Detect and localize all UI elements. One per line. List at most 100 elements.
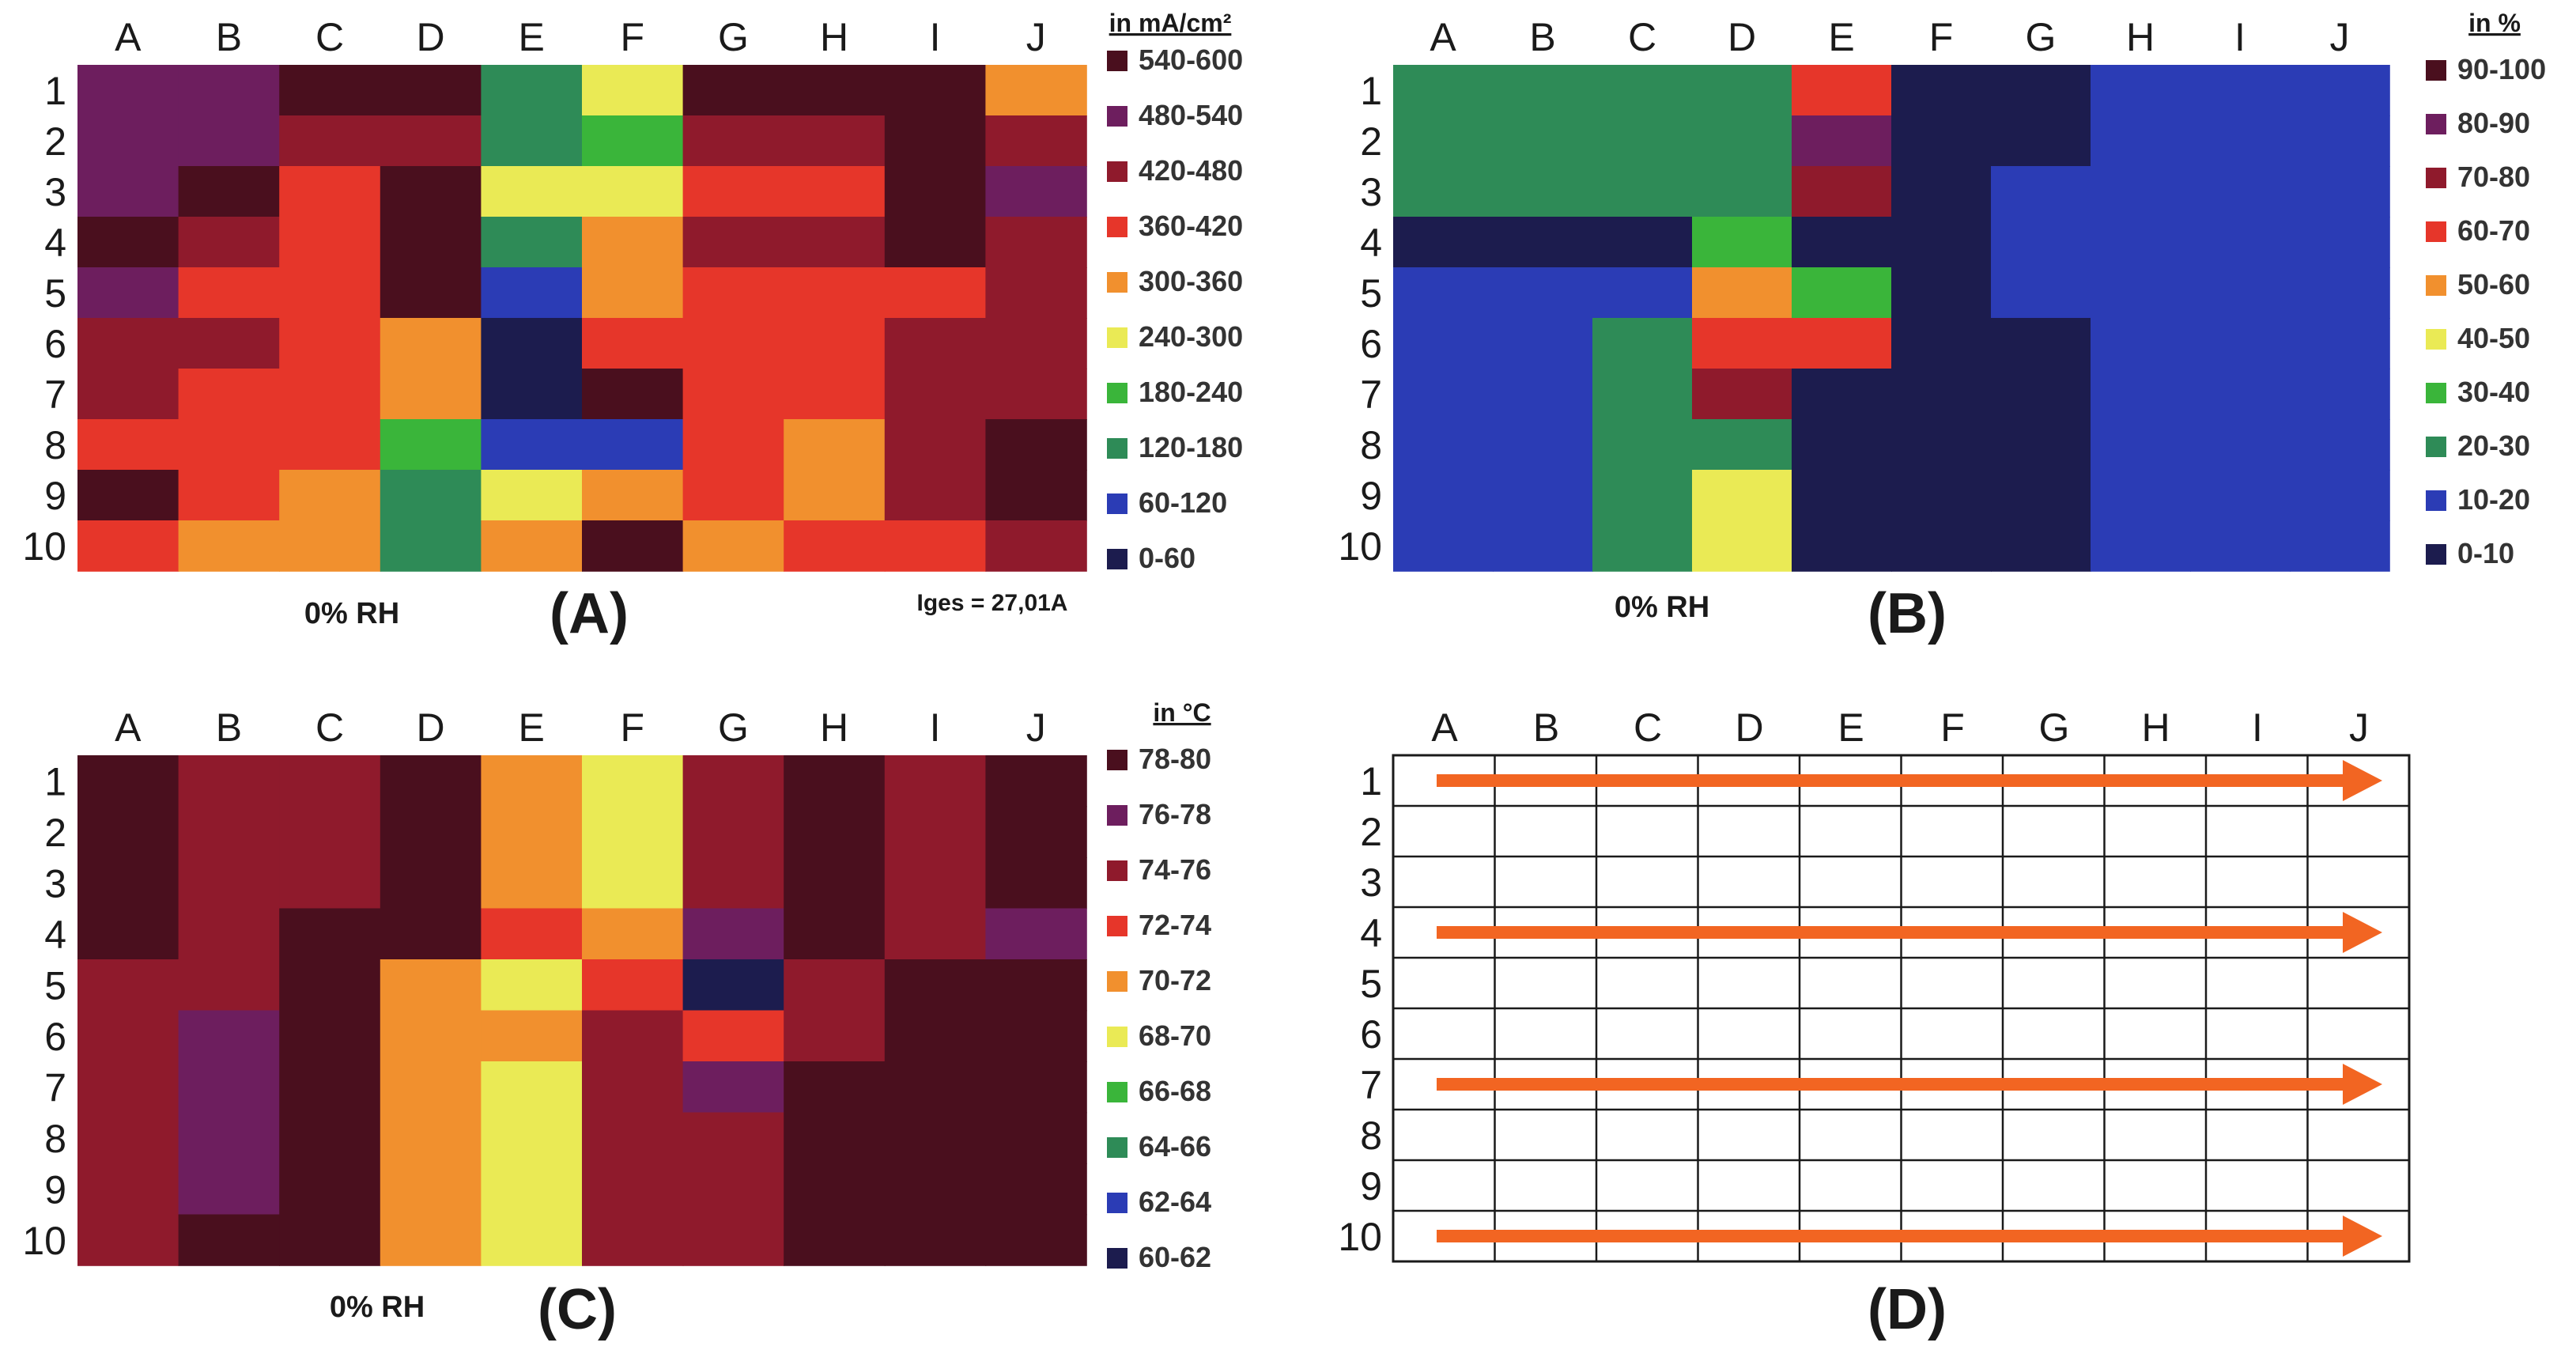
heatmap-cell-c1 xyxy=(279,65,381,116)
legend-swatch-60-120 xyxy=(1107,493,1127,514)
heatmap-cell-e7 xyxy=(481,1061,583,1114)
column-label-j: J xyxy=(1026,15,1046,59)
heatmap-cell-d1 xyxy=(380,65,482,116)
heatmap-cell-a4 xyxy=(77,908,179,960)
heatmap-cell-a4 xyxy=(77,217,179,268)
heatmap-cell-f7 xyxy=(582,369,684,420)
heatmap-cell-i3 xyxy=(884,857,987,909)
heatmap-cell-e6 xyxy=(481,318,583,369)
flow-arrow-head-row-4 xyxy=(2343,912,2382,953)
heatmap-cell-h5 xyxy=(784,267,886,319)
heatmap-cell-a5 xyxy=(77,959,179,1012)
heatmap-cell-j2 xyxy=(2290,115,2390,167)
heatmap-cell-j7 xyxy=(2290,369,2390,420)
heatmap-cell-g9 xyxy=(682,1163,784,1216)
condition-label: 0% RH xyxy=(1615,591,1709,624)
flow-arrow-head-row-10 xyxy=(2343,1216,2382,1257)
heatmap-cell-e5 xyxy=(481,959,583,1012)
heatmap-cell-b8 xyxy=(178,419,280,471)
column-label-b: B xyxy=(1529,15,1555,59)
heatmap-cell-f3 xyxy=(582,166,684,217)
panel-b: A B C D E F G H I J 1 2 3 4 5 6 7 8 9 10 in % 90-100 80-90 70-8… xyxy=(1338,9,2546,645)
heatmap-cell-i1 xyxy=(884,65,987,116)
legend-swatch-50-60 xyxy=(2426,275,2446,296)
legend-label-60-120: 60-120 xyxy=(1139,486,1227,519)
heatmap-cell-h8 xyxy=(2091,419,2191,471)
column-label-e: E xyxy=(1828,15,1854,59)
heatmap-cell-c5 xyxy=(1592,267,1693,319)
legend-swatch-420-480 xyxy=(1107,161,1127,182)
heatmap-cell-h2 xyxy=(784,806,886,858)
heatmap-cell-j8 xyxy=(985,1112,1087,1164)
column-label-a: A xyxy=(1430,15,1456,59)
heatmap-cell-j1 xyxy=(985,65,1087,116)
column-label-j: J xyxy=(2330,15,2350,59)
heatmap-cell-c10 xyxy=(1592,520,1693,572)
legend-label-0-10: 0-10 xyxy=(2457,537,2514,569)
heatmap-cell-i4 xyxy=(2190,217,2291,268)
heatmap-cell-d9 xyxy=(1692,470,1792,521)
heatmap-cell-a5 xyxy=(1393,267,1494,319)
heatmap-cell-e4 xyxy=(481,908,583,960)
heatmap-cell-f7 xyxy=(582,1061,684,1114)
legend-label-30-40: 30-40 xyxy=(2457,376,2530,408)
heatmap-cell-h1 xyxy=(784,65,886,116)
legend-swatch-480-540 xyxy=(1107,106,1127,127)
heatmap-cell-e6 xyxy=(1792,318,1892,369)
heatmap-cell-g1 xyxy=(682,65,784,116)
heatmap-cell-a3 xyxy=(1393,166,1494,217)
heatmap-cell-h4 xyxy=(784,217,886,268)
heatmap-cell-f10 xyxy=(582,520,684,572)
heatmap-cell-i9 xyxy=(884,470,987,521)
heatmap-cell-h10 xyxy=(784,520,886,572)
row-label-9: 9 xyxy=(1360,474,1382,518)
legend-label-20-30: 20-30 xyxy=(2457,429,2530,462)
heatmap-cell-d4 xyxy=(380,908,482,960)
heatmap-cell-g2 xyxy=(1991,115,2091,167)
row-label-9: 9 xyxy=(44,1167,66,1212)
row-label-6: 6 xyxy=(44,322,66,366)
heatmap-cell-j4 xyxy=(985,217,1087,268)
heatmap-cell-b6 xyxy=(178,318,280,369)
heatmap-cell-e8 xyxy=(1792,419,1892,471)
row-label-3: 3 xyxy=(1360,170,1382,214)
heatmap-cell-j10 xyxy=(985,520,1087,572)
heatmap-cells-b xyxy=(1393,65,2390,572)
heatmap-cell-c7 xyxy=(279,1061,381,1114)
legend-label-540-600: 540-600 xyxy=(1139,43,1243,76)
heatmap-cell-i4 xyxy=(884,217,987,268)
row-label-1: 1 xyxy=(1360,759,1382,804)
heatmap-cell-e1 xyxy=(481,755,583,807)
heatmap-cell-c9 xyxy=(279,470,381,521)
heatmap-cell-f6 xyxy=(582,1010,684,1062)
heatmap-cell-f5 xyxy=(582,959,684,1012)
row-label-1: 1 xyxy=(44,759,66,804)
heatmap-cell-h2 xyxy=(2091,115,2191,167)
legend-label-10-20: 10-20 xyxy=(2457,483,2530,516)
heatmap-cell-a8 xyxy=(77,1112,179,1164)
heatmap-cell-h4 xyxy=(2091,217,2191,268)
heatmap-cell-a8 xyxy=(1393,419,1494,471)
heatmap-cell-d3 xyxy=(380,166,482,217)
column-label-h: H xyxy=(2126,15,2155,59)
heatmap-cell-g6 xyxy=(1991,318,2091,369)
heatmap-cell-f5 xyxy=(1891,267,1992,319)
condition-label: 0% RH xyxy=(330,1291,425,1324)
row-label-6: 6 xyxy=(44,1015,66,1059)
heatmap-cell-j6 xyxy=(2290,318,2390,369)
legend-label-70-80: 70-80 xyxy=(2457,161,2530,193)
row-label-3: 3 xyxy=(44,170,66,214)
heatmap-cell-f6 xyxy=(582,318,684,369)
row-label-9: 9 xyxy=(44,474,66,518)
column-label-d: D xyxy=(1728,15,1756,59)
heatmap-cell-h9 xyxy=(784,1163,886,1216)
column-label-d: D xyxy=(417,705,445,750)
heatmap-cell-g9 xyxy=(1991,470,2091,521)
heatmap-cell-b6 xyxy=(178,1010,280,1062)
heatmap-cell-b1 xyxy=(1493,65,1593,116)
heatmap-cell-a1 xyxy=(1393,65,1494,116)
row-label-3: 3 xyxy=(1360,860,1382,905)
heatmap-cell-g5 xyxy=(682,959,784,1012)
heatmap-cell-h3 xyxy=(784,857,886,909)
legend-label-78-80: 78-80 xyxy=(1139,743,1211,775)
